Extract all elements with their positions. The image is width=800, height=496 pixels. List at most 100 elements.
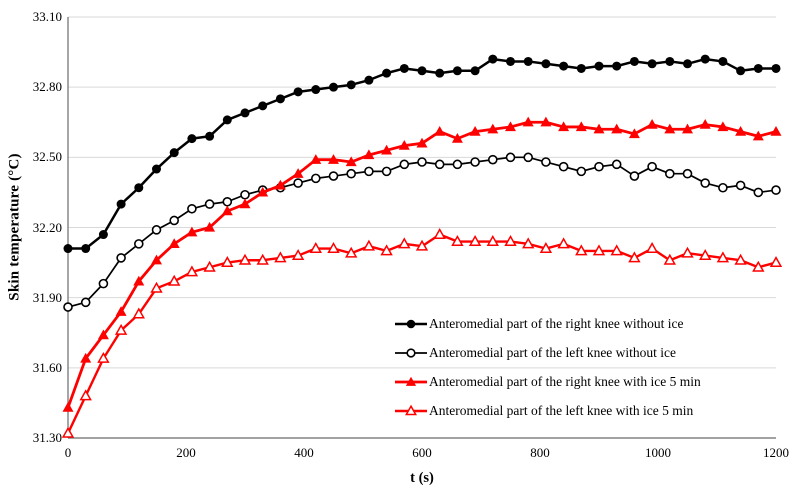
data-point — [204, 221, 216, 232]
triangle-open-legend-icon — [395, 404, 427, 415]
data-point — [328, 171, 339, 181]
data-point — [664, 168, 675, 179]
data-point — [151, 225, 162, 235]
data-point — [186, 226, 198, 237]
data-point — [98, 278, 109, 289]
data-point — [575, 121, 587, 132]
data-point — [716, 251, 730, 263]
data-point — [434, 159, 445, 170]
data-point — [257, 186, 269, 197]
data-point — [417, 157, 427, 167]
data-point — [222, 115, 232, 125]
x-tick-label: 1200 — [763, 445, 789, 460]
data-point — [116, 253, 126, 263]
data-point — [699, 118, 711, 129]
data-point — [629, 171, 640, 181]
data-point — [664, 123, 676, 134]
data-point — [381, 166, 392, 177]
data-point — [452, 159, 463, 170]
data-point — [364, 166, 374, 177]
data-point — [205, 131, 215, 141]
data-point — [293, 178, 303, 188]
data-point — [293, 87, 303, 97]
data-point — [79, 389, 92, 401]
data-point — [169, 148, 179, 158]
data-point — [683, 59, 692, 69]
legend-label: Anteromedial part of the left knee with … — [429, 402, 694, 418]
data-point — [610, 244, 623, 256]
data-point — [134, 183, 144, 193]
data-point — [185, 265, 199, 277]
data-point — [203, 260, 216, 272]
data-point — [700, 54, 710, 64]
data-point — [771, 185, 781, 195]
data-point — [628, 251, 641, 263]
data-point — [734, 253, 747, 265]
data-point — [645, 242, 659, 253]
data-point — [292, 168, 304, 178]
data-point — [114, 323, 128, 335]
data-point — [222, 196, 233, 207]
data-point — [63, 302, 73, 312]
legend-label: Anteromedial part of the right knee with… — [429, 315, 684, 331]
data-point — [274, 179, 286, 190]
data-point — [575, 244, 588, 256]
data-point — [504, 235, 517, 246]
legend-marker — [405, 376, 417, 386]
data-point — [433, 227, 446, 239]
data-point — [132, 307, 145, 319]
data-point — [168, 274, 181, 286]
x-axis-title: t (s) — [410, 470, 434, 486]
data-point — [328, 154, 339, 164]
data-point — [736, 66, 746, 76]
y-tick-label: 33.10 — [32, 9, 62, 24]
data-point — [380, 244, 393, 256]
data-point — [717, 121, 729, 132]
data-point — [309, 242, 322, 253]
data-point — [665, 56, 675, 66]
data-point — [62, 401, 74, 412]
data-point — [435, 68, 445, 78]
y-tick-label: 31.60 — [32, 359, 62, 375]
legend-label: Anteromedial part of the right knee with… — [429, 373, 701, 389]
data-point — [470, 157, 480, 167]
data-point — [594, 161, 604, 172]
data-point — [398, 140, 410, 150]
data-point — [168, 238, 180, 249]
legend-item-3: Anteromedial part of the left knee with … — [394, 396, 701, 425]
data-point — [541, 59, 551, 69]
data-point — [152, 164, 161, 174]
x-tick-label: 400 — [294, 445, 314, 460]
data-point — [221, 256, 234, 268]
data-point — [682, 123, 693, 134]
data-point — [345, 246, 358, 258]
data-point — [240, 108, 250, 118]
data-point — [594, 61, 604, 71]
data-point — [416, 137, 428, 148]
data-point — [434, 126, 446, 136]
circle-filled-legend-icon — [395, 319, 427, 328]
data-point — [346, 80, 356, 90]
y-tick-label: 32.50 — [32, 149, 62, 165]
data-point — [576, 63, 586, 73]
data-point — [647, 59, 657, 69]
data-point — [540, 116, 552, 127]
data-point — [258, 101, 268, 111]
data-point — [682, 168, 693, 179]
data-point — [700, 178, 711, 188]
data-point — [399, 63, 409, 73]
data-point — [311, 85, 321, 95]
data-point — [221, 205, 233, 216]
x-tick-label: 200 — [176, 445, 196, 460]
data-point — [629, 56, 639, 66]
data-point — [752, 130, 764, 141]
data-point — [451, 235, 464, 246]
data-point — [256, 253, 269, 265]
data-point — [469, 126, 481, 136]
data-point — [770, 126, 782, 136]
data-point — [541, 157, 551, 167]
data-point — [151, 254, 162, 265]
circle-open-legend-icon — [395, 347, 427, 358]
